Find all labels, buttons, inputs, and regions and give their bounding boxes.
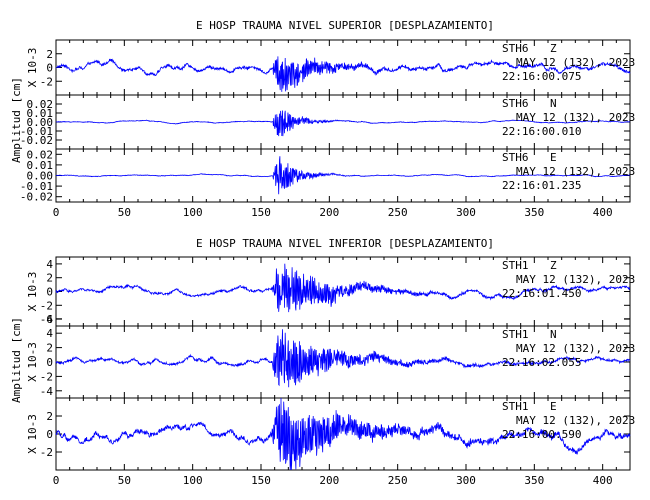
component-label: Z bbox=[550, 42, 557, 55]
x-tick-label: 50 bbox=[118, 206, 131, 219]
y-tick-label: 0.00 bbox=[27, 116, 54, 129]
y-tick-label: 4 bbox=[46, 258, 53, 271]
y-tick-label: 0 bbox=[46, 356, 53, 369]
station-label: STH6 bbox=[502, 151, 529, 164]
waveform-trace bbox=[55, 329, 631, 388]
x-tick-label: 300 bbox=[456, 474, 476, 487]
y-tick-label: 0.00 bbox=[27, 170, 54, 183]
x-tick-label: 100 bbox=[183, 206, 203, 219]
x-tick-label: 400 bbox=[593, 474, 613, 487]
time-label: 22:16:01.450 bbox=[502, 287, 581, 300]
title-inferior: E HOSP TRAUMA NIVEL INFERIOR [DESPLAZAMI… bbox=[196, 237, 494, 250]
waveform-trace bbox=[55, 397, 631, 471]
x-tick-label: 0 bbox=[53, 206, 60, 219]
x-tick-label: 150 bbox=[251, 474, 271, 487]
scale-label: X 10-3 bbox=[26, 342, 39, 382]
y-tick-label: 0.01 bbox=[27, 107, 54, 120]
x-tick-label: 50 bbox=[118, 474, 131, 487]
title-superior: E HOSP TRAUMA NIVEL SUPERIOR [DESPLAZAMI… bbox=[196, 19, 494, 32]
date-label: MAY 12 (132), 2023 bbox=[516, 414, 635, 427]
y-tick-label: -0.02 bbox=[20, 191, 53, 204]
y-tick-label: 0.01 bbox=[27, 159, 54, 172]
date-label: MAY 12 (132), 2023 bbox=[516, 111, 635, 124]
x-tick-label: 250 bbox=[388, 474, 408, 487]
date-label: MAY 12 (132), 2023 bbox=[516, 342, 635, 355]
y-tick-label: -0.01 bbox=[20, 180, 53, 193]
x-tick-label: 250 bbox=[388, 206, 408, 219]
date-label: MAY 12 (132), 2023 bbox=[516, 273, 635, 286]
y-tick-label: 2 bbox=[46, 410, 53, 423]
component-label: E bbox=[550, 400, 557, 413]
y-tick-label: 0.02 bbox=[27, 98, 54, 111]
scale-label: X 10-3 bbox=[26, 272, 39, 312]
y-tick-label: -2 bbox=[40, 446, 53, 459]
station-label: STH6 bbox=[502, 42, 529, 55]
x-tick-label: 200 bbox=[319, 474, 339, 487]
station-label: STH1 bbox=[502, 259, 529, 272]
date-label: MAY 12 (132), 2023 bbox=[516, 56, 635, 69]
station-label: STH1 bbox=[502, 400, 529, 413]
x-tick-label: 100 bbox=[183, 474, 203, 487]
x-tick-label: 400 bbox=[593, 206, 613, 219]
time-label: 22:16:00.010 bbox=[502, 125, 581, 138]
x-tick-label: 350 bbox=[524, 474, 544, 487]
component-label: N bbox=[550, 328, 557, 341]
y-tick-label: -4 bbox=[40, 385, 54, 398]
station-label: STH6 bbox=[502, 97, 529, 110]
y-tick-label: -0.01 bbox=[20, 125, 53, 138]
component-label: E bbox=[550, 151, 557, 164]
y-tick-label: 0 bbox=[46, 428, 53, 441]
y-tick-label: 2 bbox=[46, 342, 53, 355]
y-tick-label: 0 bbox=[46, 286, 53, 299]
component-label: Z bbox=[550, 259, 557, 272]
waveform-trace bbox=[55, 156, 631, 195]
y-tick-label: -0.02 bbox=[20, 134, 53, 147]
ylabel-superior: Amplitud [cm] bbox=[10, 77, 23, 163]
scale-label: X 10-3 bbox=[26, 48, 39, 88]
x-tick-label: 0 bbox=[53, 474, 60, 487]
y-tick-label: -2 bbox=[40, 370, 53, 383]
y-tick-label: 6 bbox=[46, 313, 53, 326]
y-tick-label: 0.02 bbox=[27, 148, 54, 161]
y-tick-label: 2 bbox=[46, 272, 53, 285]
ylabel-inferior: Amplitud [cm] bbox=[10, 317, 23, 403]
time-label: 22:16:01.235 bbox=[502, 179, 581, 192]
x-tick-label: 300 bbox=[456, 206, 476, 219]
y-tick-label: 4 bbox=[46, 327, 53, 340]
date-label: MAY 12 (132), 2023 bbox=[516, 165, 635, 178]
scale-label: X 10-3 bbox=[26, 414, 39, 454]
time-label: 22:16:00.075 bbox=[502, 70, 581, 83]
x-tick-label: 200 bbox=[319, 206, 339, 219]
y-tick-label: 0 bbox=[46, 62, 53, 75]
time-label: 22:16:00.590 bbox=[502, 428, 581, 441]
waveform-trace bbox=[55, 56, 631, 92]
y-tick-label: 2 bbox=[46, 48, 53, 61]
x-tick-label: 150 bbox=[251, 206, 271, 219]
component-label: N bbox=[550, 97, 557, 110]
y-tick-label: -2 bbox=[40, 75, 53, 88]
waveform-trace bbox=[55, 110, 631, 137]
station-label: STH1 bbox=[502, 328, 529, 341]
waveform-trace bbox=[55, 263, 631, 313]
time-label: 22:16:02.055 bbox=[502, 356, 581, 369]
y-tick-label: -2 bbox=[40, 299, 53, 312]
y-tick-label: -4 bbox=[40, 313, 54, 326]
x-tick-label: 350 bbox=[524, 206, 544, 219]
